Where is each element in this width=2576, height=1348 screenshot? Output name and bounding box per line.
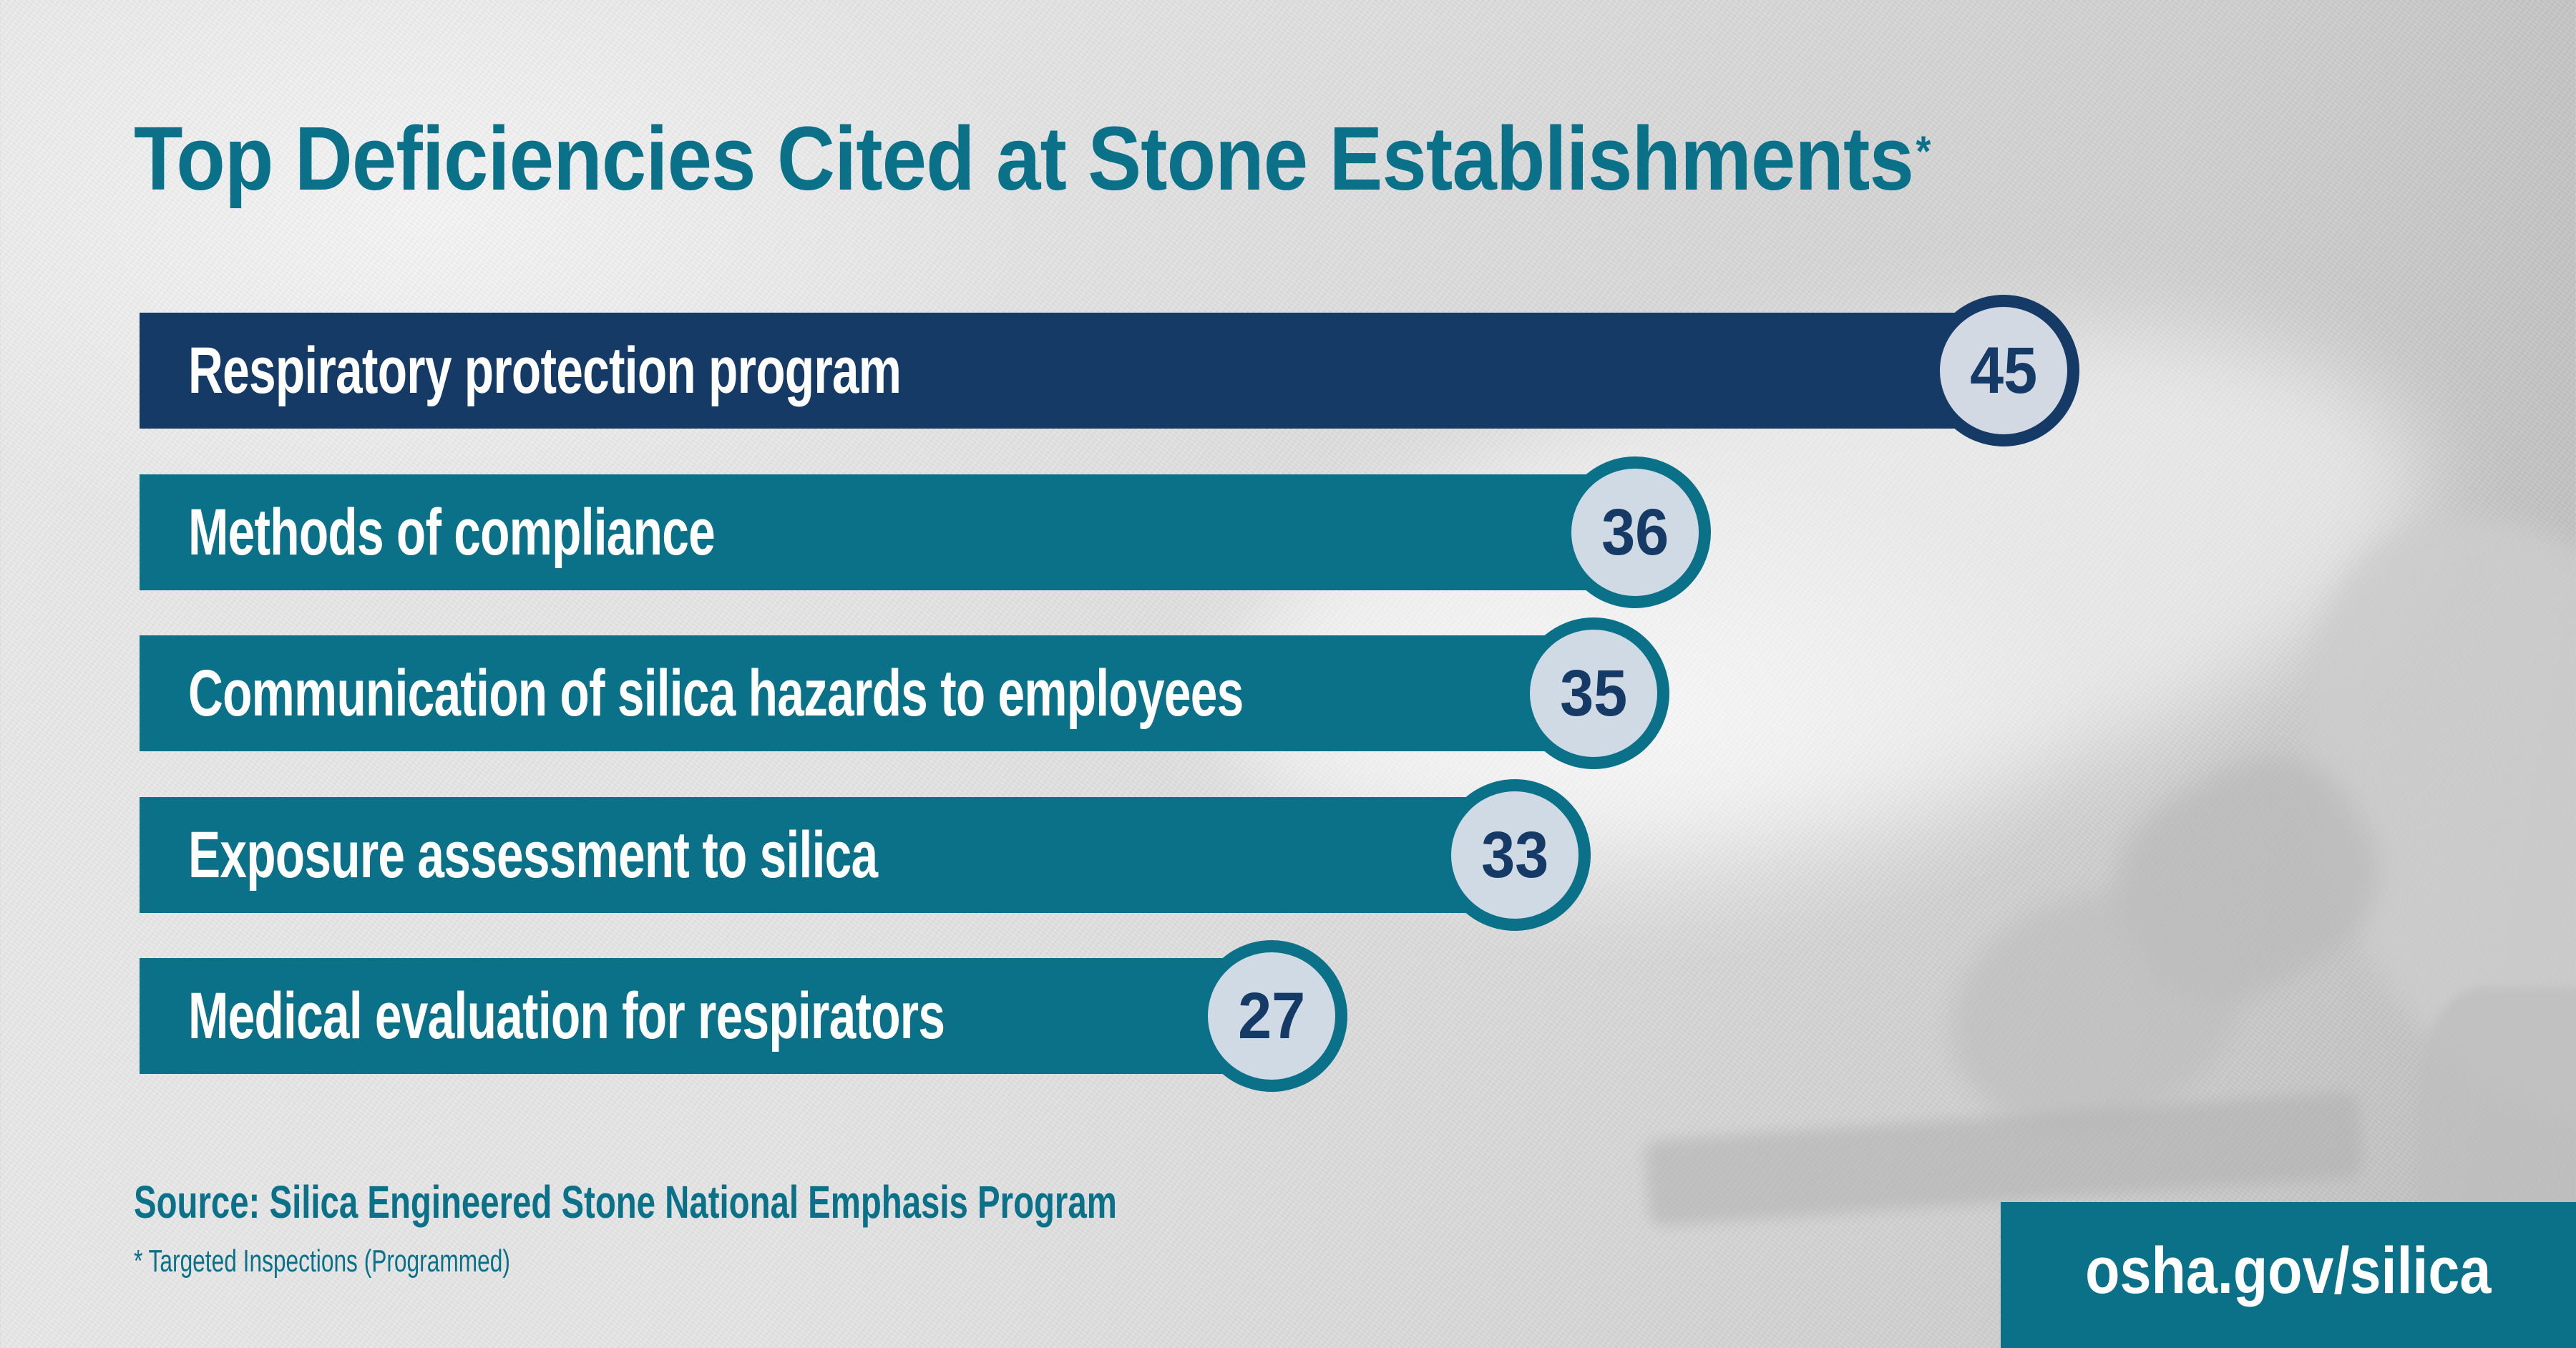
- value-badge-number: 35: [1559, 657, 1628, 730]
- value-badge-number: 36: [1601, 496, 1669, 569]
- value-badge: 27: [1196, 940, 1347, 1092]
- bar-respiratory-protection-program: Respiratory protection program: [140, 313, 2004, 429]
- chart-title: Top Deficiencies Cited at Stone Establis…: [134, 108, 1931, 209]
- background-worker-arm: [2209, 440, 2576, 1206]
- background-sleeve-cuff: [2082, 723, 2412, 1037]
- bar-medical-evaluation-for-respirators: Medical evaluation for respirators: [140, 958, 1272, 1074]
- bar-label: Communication of silica hazards to emplo…: [188, 657, 1244, 730]
- value-badge-number: 33: [1480, 819, 1549, 892]
- title-footnote-marker: *: [1916, 127, 1931, 175]
- footnote: * Targeted Inspections (Programmed): [134, 1244, 510, 1279]
- bar-label: Medical evaluation for respirators: [188, 980, 945, 1052]
- bar-label: Respiratory protection program: [188, 334, 902, 407]
- bar-exposure-assessment-to-silica: Exposure assessment to silica: [140, 797, 1515, 913]
- value-badge: 45: [1928, 295, 2079, 446]
- value-badge-number: 27: [1237, 980, 1306, 1052]
- background-gloved-hand: [1916, 849, 2278, 1168]
- bar-methods-of-compliance: Methods of compliance: [140, 474, 1635, 590]
- source-citation: Source: Silica Engineered Stone National…: [134, 1176, 1117, 1228]
- value-badge: 35: [1518, 617, 1669, 769]
- bar-label: Exposure assessment to silica: [188, 819, 878, 892]
- value-badge: 33: [1439, 779, 1591, 931]
- bar-label: Methods of compliance: [188, 496, 716, 569]
- value-badge-number: 45: [1969, 334, 2038, 407]
- website-link[interactable]: osha.gov/silica: [2085, 1234, 2492, 1307]
- value-badge: 36: [1559, 456, 1711, 608]
- website-link-box[interactable]: osha.gov/silica: [2001, 1202, 2576, 1348]
- chart-title-text: Top Deficiencies Cited at Stone Establis…: [134, 108, 1914, 209]
- bar-communication-of-silica-hazards: Communication of silica hazards to emplo…: [140, 635, 1594, 751]
